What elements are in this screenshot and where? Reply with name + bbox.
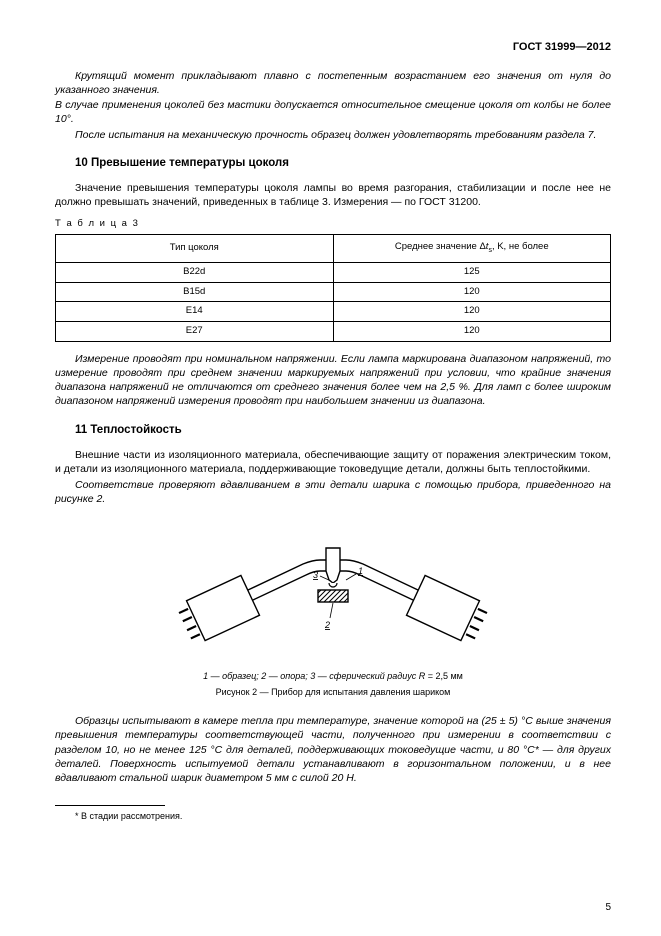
intro-p3: После испытания на механическую прочност… (55, 128, 611, 142)
section11-p2: Соответствие проверяют вдавливанием в эт… (55, 478, 611, 506)
table-cell: B22d (56, 262, 334, 282)
intro-p2: В случае применения цоколей без мастики … (55, 98, 611, 126)
fig-label-2: 2 (324, 620, 330, 630)
page-number: 5 (605, 901, 611, 915)
section11-title: 11 Теплостойкость (75, 423, 611, 439)
col2-prefix: Среднее значение Δ (395, 241, 486, 252)
fig-label-3: 3 (313, 570, 318, 580)
table-cell: 120 (333, 322, 611, 342)
footnote-separator (55, 805, 165, 806)
document-id: ГОСТ 31999—2012 (55, 40, 611, 55)
table-cell: 120 (333, 302, 611, 322)
fig-label-1: 1 (358, 566, 363, 576)
section10-title: 10 Превышение температуры цоколя (75, 156, 611, 172)
table-cell: E14 (56, 302, 334, 322)
section11-p1: Внешние части из изоляционного материала… (55, 448, 611, 476)
table3-col1-header: Тип цоколя (56, 235, 334, 262)
table3-caption: Т а б л и ц а 3 (55, 218, 611, 231)
page-container: ГОСТ 31999—2012 Крутящий момент приклады… (0, 0, 661, 936)
table3: Тип цоколя Среднее значение Δts, K, не б… (55, 234, 611, 342)
figure2: 3 1 2 (55, 518, 611, 662)
table-cell: 125 (333, 262, 611, 282)
figure2-caption: Рисунок 2 — Прибор для испытания давлени… (55, 686, 611, 698)
table-cell: B15d (56, 282, 334, 302)
fig-legend-prefix: 1 — образец; 2 — опора; 3 — сферический … (203, 671, 419, 681)
footnote-text: * В стадии рассмотрения. (55, 810, 611, 822)
section10-p2: Измерение проводят при номинальном напря… (55, 352, 611, 409)
table-cell: E27 (56, 322, 334, 342)
section10-p1: Значение превышения температуры цоколя л… (55, 181, 611, 209)
col2-suffix: , K, не более (492, 241, 549, 252)
figure2-svg: 3 1 2 (168, 518, 498, 658)
intro-p1: Крутящий момент прикладывают плавно с по… (55, 69, 611, 97)
section11-p3: Образцы испытывают в камере тепла при те… (55, 714, 611, 785)
table-cell: 120 (333, 282, 611, 302)
fig-legend-suffix: = 2,5 мм (425, 671, 463, 681)
figure2-legend: 1 — образец; 2 — опора; 3 — сферический … (55, 670, 611, 682)
table3-col2-header: Среднее значение Δts, K, не более (333, 235, 611, 262)
